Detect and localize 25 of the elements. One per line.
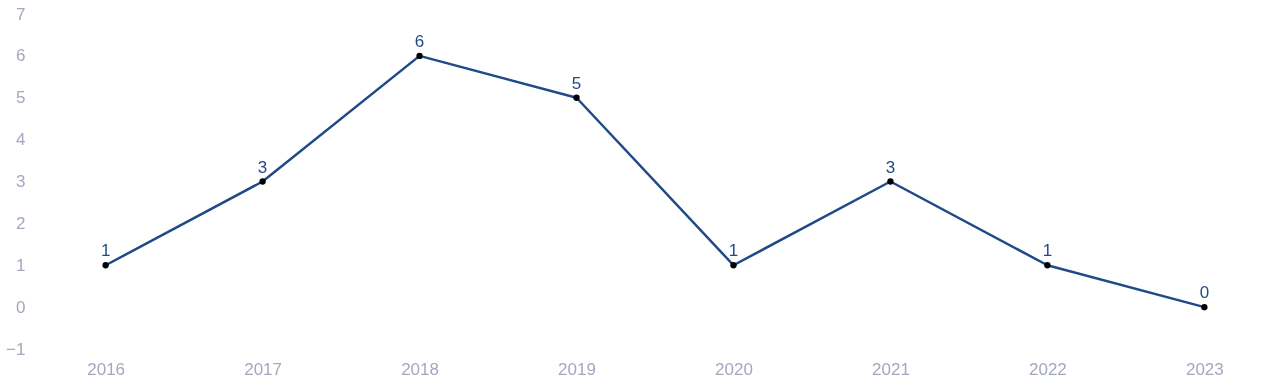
y-tick-label: 7 (16, 4, 26, 24)
data-label: 5 (571, 73, 582, 93)
y-tick-label: 6 (16, 46, 26, 66)
x-tick-label: 2017 (244, 359, 283, 379)
data-label: 6 (414, 31, 425, 51)
x-tick-label: 2018 (401, 359, 439, 379)
y-tick-label: 5 (16, 88, 26, 108)
x-tick-label: 2016 (87, 359, 126, 379)
data-label: 3 (885, 157, 896, 177)
data-label: 1 (1042, 241, 1053, 261)
y-tick-label: 4 (16, 130, 26, 150)
data-label: 3 (257, 157, 268, 177)
x-tick-label: 2019 (558, 359, 596, 379)
x-tick-label: 2021 (872, 359, 910, 379)
data-label: 1 (100, 241, 111, 261)
x-tick-label: 2022 (1028, 359, 1067, 379)
data-label: 1 (728, 241, 739, 261)
x-tick-label: 2023 (1185, 359, 1224, 379)
data-label: 0 (1199, 283, 1210, 303)
y-tick-label: 2 (16, 213, 26, 233)
y-tick-label: 1 (16, 255, 26, 275)
y-tick-label: −1 (6, 339, 26, 359)
y-tick-label: 3 (16, 172, 26, 191)
x-tick-label: 2020 (715, 359, 753, 379)
y-tick-label: 0 (16, 297, 26, 317)
